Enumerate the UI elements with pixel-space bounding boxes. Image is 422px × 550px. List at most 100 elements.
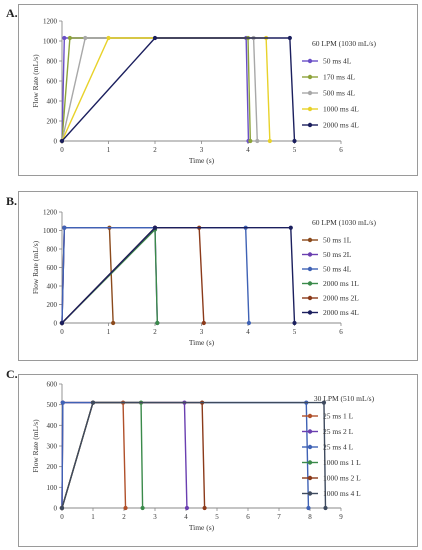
- x-tick-label: 5: [293, 328, 297, 336]
- legend-marker: [307, 90, 313, 96]
- series-line: [61, 37, 252, 142]
- y-tick-label: 600: [47, 264, 58, 272]
- legend-label: 50 ms 4L: [323, 265, 352, 274]
- legend-label: 170 ms 4L: [323, 73, 356, 82]
- data-point: [184, 505, 190, 511]
- chart-a: 0 200 400 600 800 1000 1200 0 1 2 3 4 5 6 Time (s) Flow…: [31, 18, 376, 166]
- x-tick-label: 6: [246, 513, 250, 521]
- data-point: [83, 35, 88, 41]
- series-line: [61, 401, 327, 509]
- data-point: [202, 505, 207, 511]
- y-tick-label: 500: [47, 401, 58, 409]
- legend-label: 2000 ms 1L: [323, 279, 359, 288]
- x-tick-label: 1: [91, 513, 95, 521]
- legend-marker: [307, 295, 313, 301]
- legend-label: 2000 ms 2L: [323, 294, 359, 303]
- x-tick-label: 4: [246, 328, 250, 336]
- y-tick-label: 300: [47, 443, 58, 451]
- y-tick-label: 400: [47, 283, 58, 291]
- data-point: [60, 400, 65, 405]
- legend-label: 1000 ms 1 L: [323, 458, 361, 467]
- data-point: [201, 320, 206, 326]
- x-tick-label: 3: [200, 328, 204, 336]
- y-tick-label: 0: [54, 138, 58, 146]
- legend-marker: [307, 106, 313, 112]
- y-axis-label: Flow Rate (mL/s): [31, 54, 40, 108]
- data-point: [287, 35, 292, 41]
- y-tick-label: 800: [47, 58, 58, 66]
- series-line: [61, 37, 250, 142]
- legend-marker: [307, 252, 313, 257]
- x-tick-label: 6: [339, 146, 343, 154]
- legend-title: 30 LPM (510 mL/s): [314, 394, 375, 403]
- data-point: [292, 138, 297, 144]
- x-axis-label: Time (s): [189, 523, 215, 532]
- y-axis-label: Flow Rate (mL/s): [31, 419, 40, 473]
- y-tick-label: 200: [47, 463, 58, 471]
- data-point: [152, 225, 158, 230]
- data-point: [255, 138, 260, 144]
- data-point: [111, 320, 116, 326]
- legend-marker: [307, 266, 313, 272]
- data-point: [59, 505, 65, 511]
- legend-label: 25 ms 4 L: [323, 443, 354, 452]
- panel-c-letter: C.: [6, 367, 18, 381]
- data-point: [67, 35, 73, 41]
- x-tick-label: 7: [277, 513, 281, 521]
- x-tick-label: 0: [60, 146, 64, 154]
- legend-marker: [307, 74, 313, 80]
- y-tick-label: 1000: [43, 227, 58, 235]
- legend-marker: [307, 122, 313, 128]
- y-axis-label: Flow Rate (mL/s): [31, 240, 40, 294]
- legend-title: 60 LPM (1030 mL/s): [312, 218, 376, 227]
- legend-marker: [307, 413, 313, 419]
- panel-c-frame: [18, 374, 418, 547]
- x-tick-label: 1: [107, 146, 111, 154]
- series-line: [61, 227, 114, 324]
- series-line: [61, 37, 271, 142]
- legend-marker: [307, 491, 313, 496]
- data-point: [106, 35, 111, 41]
- y-tick-label: 800: [47, 246, 58, 254]
- legend-label: 1000 ms 4L: [323, 105, 359, 114]
- y-tick-label: 100: [47, 484, 58, 492]
- data-point: [90, 400, 96, 405]
- legend-marker: [307, 281, 313, 286]
- legend-label: 1000 ms 2 L: [323, 474, 361, 483]
- x-tick-label: 0: [60, 513, 64, 521]
- series-line: [61, 401, 206, 509]
- panel-a-frame: [18, 4, 418, 176]
- series-line: [61, 227, 205, 324]
- legend-label: 50 ms 2L: [323, 250, 352, 259]
- legend-label: 50 ms 4L: [323, 57, 352, 66]
- panel-a-letter: A.: [6, 6, 18, 20]
- x-tick-label: 5: [293, 146, 297, 154]
- legend-marker: [307, 58, 313, 64]
- legend-label: 25 ms 2 L: [323, 427, 354, 436]
- x-tick-label: 2: [153, 328, 157, 336]
- x-axis-label: Time (s): [189, 156, 215, 165]
- series-line: [61, 401, 144, 509]
- data-point: [59, 320, 65, 326]
- data-point: [306, 505, 311, 511]
- y-tick-label: 400: [47, 98, 58, 106]
- panel-b: B. 0 200 400 600 800 1000 1200 0 1 2 3 4 5 6 Time (s) F…: [0, 180, 422, 361]
- y-tick-label: 1000: [43, 38, 58, 46]
- x-tick-label: 3: [200, 146, 204, 154]
- x-tick-label: 4: [184, 513, 188, 521]
- y-tick-label: 600: [47, 381, 58, 389]
- y-tick-label: 200: [47, 118, 58, 126]
- legend-marker: [307, 475, 313, 481]
- y-tick-label: 1200: [43, 209, 58, 217]
- chart-c: 0 100 200 300 400 500 600 0 1 2 3 4 5 6 7 8 9 Time (s) Flo…: [31, 381, 375, 533]
- data-point: [292, 320, 297, 326]
- y-tick-label: 0: [54, 505, 58, 513]
- x-axis-label: Time (s): [189, 338, 215, 347]
- legend-label: 25 ms 1 L: [323, 412, 354, 421]
- panel-a: A. 0 200 400 600 800 1000 1200 0 1 2 3 4 5 6 Time (s) F…: [0, 0, 422, 180]
- panel-b-frame: [18, 191, 418, 361]
- y-tick-label: 200: [47, 301, 58, 309]
- data-point: [323, 505, 328, 511]
- legend-label: 2000 ms 4L: [323, 121, 359, 130]
- panel-b-letter: B.: [6, 194, 18, 208]
